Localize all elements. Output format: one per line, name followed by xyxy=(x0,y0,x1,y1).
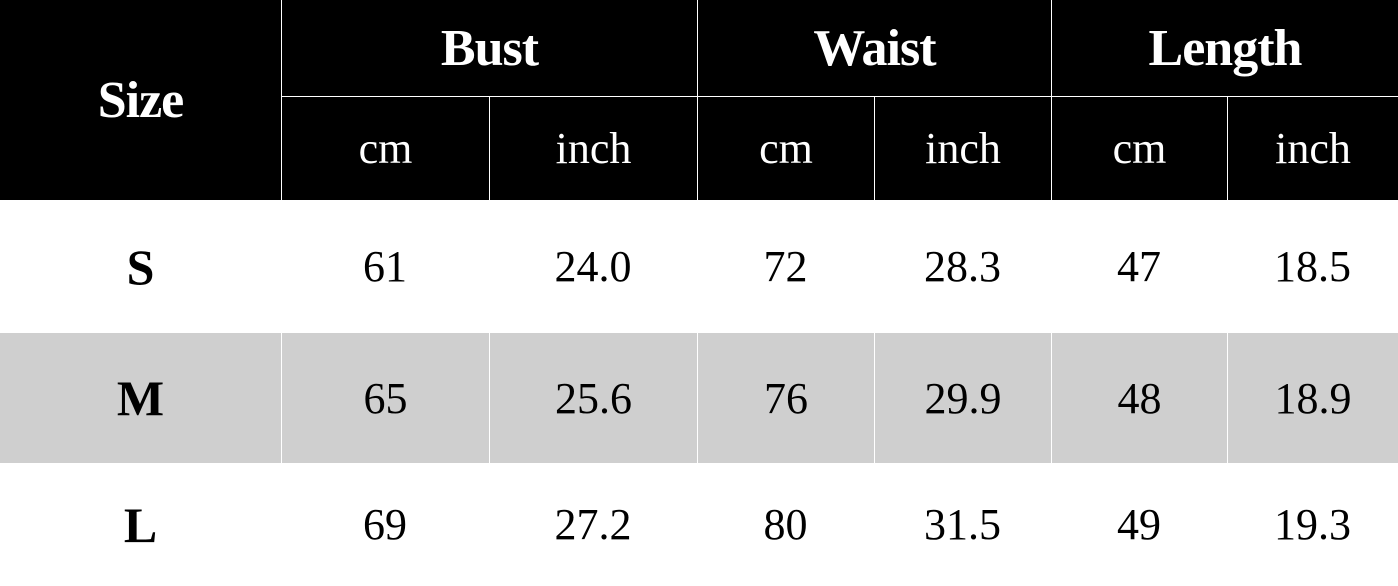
table-cell: 72 xyxy=(763,242,808,291)
table-cell: 28.3 xyxy=(924,242,1001,291)
table-cell: 48 xyxy=(1051,333,1227,463)
table-cell: 19.3 xyxy=(1274,500,1351,549)
table-cell: 69 xyxy=(363,500,407,549)
header-unit: cm xyxy=(697,96,874,200)
header-size: Size xyxy=(0,0,281,200)
size-label: S xyxy=(126,238,155,295)
table-cell: 18.5 xyxy=(1274,242,1351,291)
table-cell: 24.0 xyxy=(554,242,632,291)
header-unit: inch xyxy=(1227,96,1398,200)
size-label: M xyxy=(0,333,281,463)
header-group-length: Length xyxy=(1051,0,1398,96)
table-cell: 61 xyxy=(363,242,407,291)
table-cell: 27.2 xyxy=(554,500,632,549)
header-unit: inch xyxy=(874,96,1051,200)
table-cell: 47 xyxy=(1117,242,1161,291)
table-cell: 31.5 xyxy=(924,500,1001,549)
table-cell: 65 xyxy=(281,333,489,463)
header-unit: inch xyxy=(489,96,697,200)
header-group-waist: Waist xyxy=(697,0,1051,96)
size-label: L xyxy=(123,496,158,553)
table-cell: 76 xyxy=(697,333,874,463)
table-cell: 18.9 xyxy=(1227,333,1398,463)
table-cell: 29.9 xyxy=(874,333,1051,463)
header-unit: cm xyxy=(281,96,489,200)
header-unit: cm xyxy=(1051,96,1227,200)
table-cell: 49 xyxy=(1117,500,1161,549)
table-cell: 80 xyxy=(763,500,808,549)
table-cell: 25.6 xyxy=(489,333,697,463)
header-group-bust: Bust xyxy=(281,0,697,96)
